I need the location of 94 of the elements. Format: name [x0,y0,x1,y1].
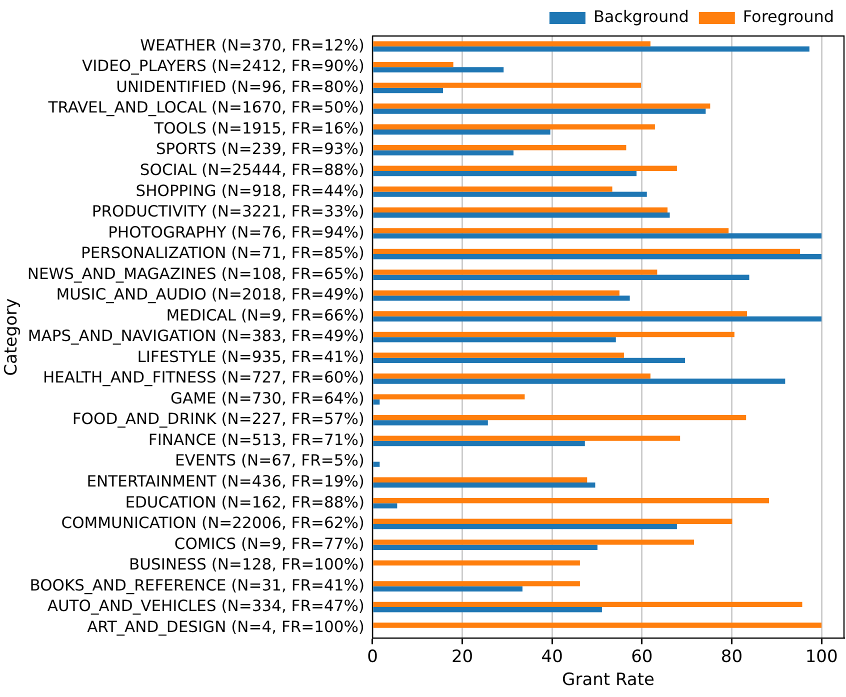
y-tick-label: MAPS_AND_NAVIGATION (N=383, FR=49%) [28,327,364,346]
bar [373,518,732,524]
y-axis-title: Category [2,298,22,376]
bar [373,290,620,296]
bar [373,337,616,342]
bar [373,270,658,275]
y-tick-label: EDUCATION (N=162, FR=88%) [125,493,364,512]
y-tick-label: BOOKS_AND_REFERENCE (N=31, FR=41%) [30,576,364,594]
x-tick-label: 60 [631,646,653,667]
bar [373,108,706,114]
x-tick-label: 20 [451,646,474,667]
y-tick-label: MUSIC_AND_AUDIO (N=2018, FR=49%) [56,286,364,304]
bar [373,332,734,338]
bar [373,399,380,405]
y-tick-label: SPORTS (N=239, FR=93%) [156,140,364,158]
x-tick-label: 0 [367,646,378,667]
bar [373,145,626,150]
y-tick-label: PERSONALIZATION (N=71, FR=85%) [80,244,364,262]
bar [373,544,598,550]
bar [373,358,686,364]
bar [373,420,488,426]
bar [373,103,710,109]
bar [373,82,642,88]
bar [373,394,525,400]
y-tick-label: MEDICAL (N=9, FR=66%) [166,306,364,324]
bar [373,166,677,171]
y-tick-label: SOCIAL (N=25444, FR=88%) [140,161,364,180]
bar [373,540,694,545]
y-tick-label: FOOD_AND_DRINK (N=227, FR=57%) [72,410,364,428]
x-tick-label: 100 [805,646,838,667]
bar [373,498,770,504]
bar [373,524,677,530]
bar [373,150,514,156]
y-tick-label: SHOPPING (N=918, FR=44%) [136,182,364,200]
y-tick-label: LIFESTYLE (N=935, FR=41%) [137,348,364,366]
bar [373,311,748,316]
bar [373,352,624,358]
bar [373,67,504,72]
y-tick-label: COMMUNICATION (N=22006, FR=62%) [61,514,364,532]
bar [373,296,630,301]
bar [373,129,550,135]
bar [373,207,668,213]
bar [373,186,612,192]
bar [373,378,786,384]
bar [373,373,650,379]
y-tick-label: ART_AND_DESIGN (N=4, FR=100%) [87,618,364,636]
bar [373,316,822,322]
y-tick-label: FINANCE (N=513, FR=71%) [148,430,364,449]
y-tick-label: GAME (N=730, FR=64%) [170,389,364,408]
y-tick-label: AUTO_AND_VEHICLES (N=334, FR=47%) [47,597,364,616]
x-tick-label: 80 [720,646,743,667]
bar [373,482,596,488]
bar [373,607,602,612]
legend-label: Background [593,7,689,26]
y-tick-label: HEALTH_AND_FITNESS (N=727, FR=60%) [42,368,364,387]
bar [373,170,637,176]
bar [373,41,650,46]
bar [373,622,822,628]
bar [373,46,810,52]
bar [373,477,588,482]
bar [373,274,750,280]
bar [373,414,746,420]
bar [373,436,680,441]
y-tick-label: TOOLS (N=1915, FR=16%) [153,119,364,138]
y-tick-label: PHOTOGRAPHY (N=76, FR=94%) [108,223,364,242]
bar [373,212,670,218]
bar [373,228,729,234]
bar [373,602,802,608]
y-tick-label: VIDEO_PLAYERS (N=2412, FR=90%) [82,57,364,76]
legend-label: Foreground [742,7,834,26]
y-tick-label: WEATHER (N=370, FR=12%) [140,36,364,54]
y-tick-label: NEWS_AND_MAGAZINES (N=108, FR=65%) [27,264,364,283]
bar [373,586,522,592]
y-tick-label: TRAVEL_AND_LOCAL (N=1670, FR=50%) [47,98,364,117]
bar [373,560,580,566]
bar [373,62,454,68]
bar [373,581,580,586]
y-tick-label: PRODUCTIVITY (N=3221, FR=33%) [92,202,364,221]
bar [373,503,398,508]
y-tick-label: ENTERTAINMENT (N=436, FR=19%) [86,472,364,490]
y-tick-label: EVENTS (N=67, FR=5%) [174,452,364,470]
bar [373,124,655,130]
bar [373,192,647,197]
y-tick-label: UNIDENTIFIED (N=96, FR=80%) [116,78,364,96]
bar [373,440,585,446]
bar [373,254,822,260]
bar [373,88,443,94]
y-tick-label: BUSINESS (N=128, FR=100%) [129,556,364,574]
bar [373,462,380,467]
bar [373,248,800,254]
y-tick-label: COMICS (N=9, FR=77%) [174,534,364,553]
x-tick-label: 40 [541,646,563,667]
x-axis-title: Grant Rate [562,670,654,690]
bar [373,233,822,238]
